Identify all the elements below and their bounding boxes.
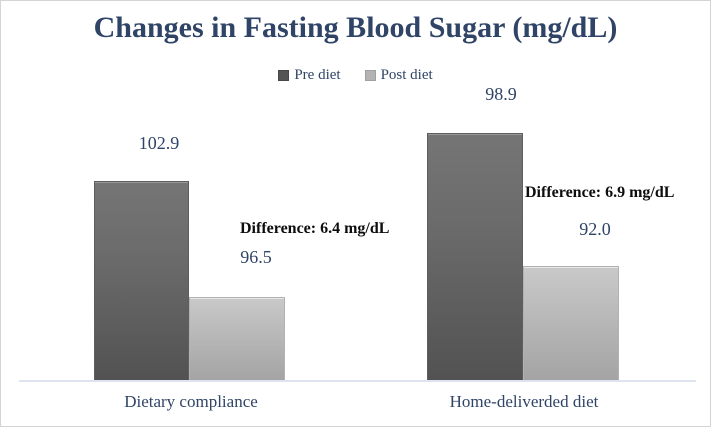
bar-pre-home-delivered xyxy=(427,133,523,381)
value-label-post-home-delivered: 92.0 xyxy=(579,219,611,239)
bar-post-dietary-compliance xyxy=(189,297,285,381)
post-diet-swatch-icon xyxy=(364,70,376,81)
post-diet-legend-label: Post diet xyxy=(380,67,433,83)
legend-item-post-diet: Post diet xyxy=(364,67,433,84)
pre-diet-legend-label: Pre diet xyxy=(294,67,341,83)
pre-diet-swatch-icon xyxy=(278,70,290,81)
bar-pre-dietary-compliance xyxy=(94,181,189,381)
category-label-dietary-compliance: Dietary compliance xyxy=(124,392,258,411)
value-label-post-dietary-compliance: 96.5 xyxy=(240,247,272,267)
value-label-pre-dietary-compliance: 102.9 xyxy=(138,133,180,153)
category-label-home-delivered: Home-deliverded diet xyxy=(449,392,599,411)
bar-post-home-delivered xyxy=(523,266,619,381)
x-axis-line xyxy=(19,380,696,382)
difference-annotation-home-delivered: Difference: 6.9 mg/dL xyxy=(525,184,675,201)
chart-title: Changes in Fasting Blood Sugar (mg/dL) xyxy=(93,11,618,44)
legend-item-pre-diet: Pre diet xyxy=(278,67,341,84)
difference-annotation-dietary-compliance: Difference: 6.4 mg/dL xyxy=(240,220,390,237)
value-label-pre-home-delivered: 98.9 xyxy=(485,84,517,104)
chart-legend: Pre diet Post diet xyxy=(1,67,710,84)
